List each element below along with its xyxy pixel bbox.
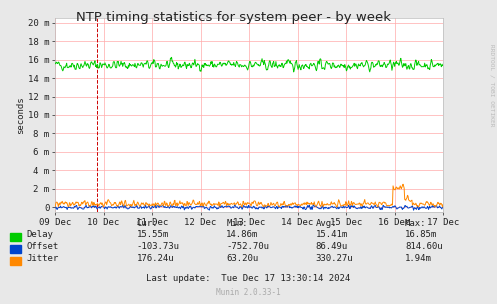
Text: Jitter: Jitter [27, 254, 59, 263]
Text: 86.49u: 86.49u [316, 242, 348, 251]
Text: 15.41m: 15.41m [316, 230, 348, 239]
Y-axis label: seconds: seconds [16, 96, 25, 134]
Text: Max:: Max: [405, 219, 426, 229]
Text: 63.20u: 63.20u [226, 254, 258, 263]
Text: RRDTOOL / TOBI OETIKER: RRDTOOL / TOBI OETIKER [490, 44, 495, 126]
Text: Last update:  Tue Dec 17 13:30:14 2024: Last update: Tue Dec 17 13:30:14 2024 [147, 274, 350, 283]
Text: 14.86m: 14.86m [226, 230, 258, 239]
Text: -103.73u: -103.73u [137, 242, 180, 251]
Text: Munin 2.0.33-1: Munin 2.0.33-1 [216, 288, 281, 297]
Text: 814.60u: 814.60u [405, 242, 443, 251]
Text: 176.24u: 176.24u [137, 254, 174, 263]
Text: Delay: Delay [27, 230, 54, 239]
Text: Avg:: Avg: [316, 219, 337, 229]
Text: 16.85m: 16.85m [405, 230, 437, 239]
Text: Offset: Offset [27, 242, 59, 251]
Text: 1.94m: 1.94m [405, 254, 432, 263]
Text: Min:: Min: [226, 219, 248, 229]
Text: Cur:: Cur: [137, 219, 158, 229]
Text: 15.55m: 15.55m [137, 230, 169, 239]
Text: -752.70u: -752.70u [226, 242, 269, 251]
Text: NTP timing statistics for system peer - by week: NTP timing statistics for system peer - … [76, 11, 391, 24]
Text: 330.27u: 330.27u [316, 254, 353, 263]
